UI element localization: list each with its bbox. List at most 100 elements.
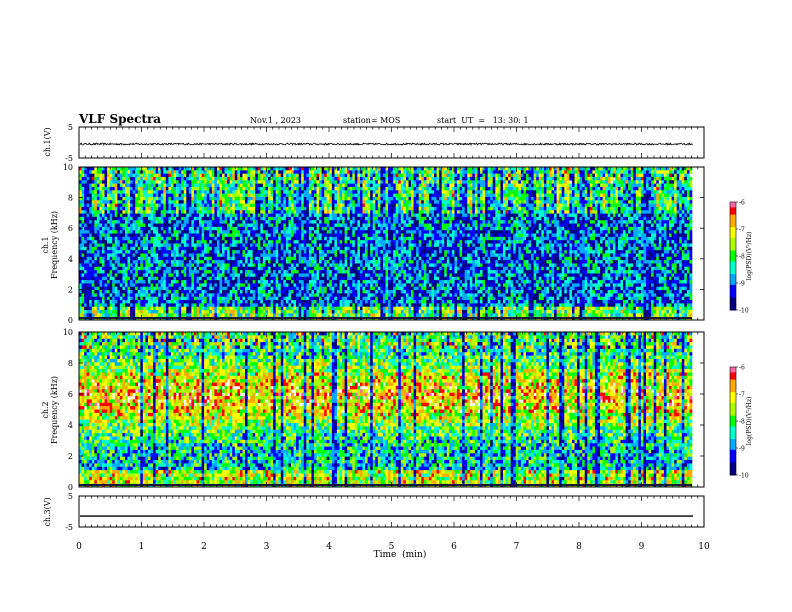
colorbar-swatch (730, 462, 736, 465)
colorbar-swatch (730, 268, 736, 271)
y-tick-label: 2 (68, 285, 73, 294)
ch2-spectrogram-panel: 0 2 4 6 8 10 (63, 328, 705, 492)
y-tick-label: 8 (68, 194, 73, 203)
colorbar-swatch (730, 446, 736, 449)
colorbar-swatch (730, 227, 736, 230)
colorbar-swatch (730, 395, 736, 399)
ch2-colorbar: -6 -7 -8 -9 -10 (729, 365, 749, 480)
colorbar-swatch (730, 265, 736, 268)
ch2-spectrogram-ylabel-freq: Frequency (kHz) (50, 376, 59, 444)
colorbar-swatch (730, 388, 736, 391)
colorbar-swatch (730, 207, 736, 210)
colorbar-tick-label: -7 (739, 392, 745, 399)
colorbar-swatch (730, 419, 736, 422)
header-station: station= MOS (343, 116, 400, 125)
ch1-ylabel: ch.1(V) (43, 127, 52, 156)
colorbar-swatch (730, 220, 736, 223)
colorbar-swatch (730, 211, 736, 214)
y-tick-label: 0 (68, 483, 73, 492)
colorbar-swatch (730, 247, 736, 250)
colorbar-swatch (730, 422, 736, 426)
colorbar-swatch (730, 254, 736, 257)
y-tick-label: -5 (65, 154, 73, 163)
colorbar-swatch (730, 404, 736, 408)
colorbar-swatch (730, 431, 736, 435)
x-tick-label: 1 (139, 542, 145, 552)
colorbar-swatch (730, 467, 736, 471)
ch1-waveform-panel: 5 -5 (65, 123, 705, 163)
colorbar-swatch (730, 275, 736, 279)
y-tick-label: 2 (68, 452, 73, 461)
colorbar-swatch (730, 457, 736, 460)
colorbar-swatch (730, 223, 736, 226)
colorbar-swatch (730, 277, 736, 280)
colorbar-swatch (730, 394, 736, 397)
colorbar-swatch (730, 306, 736, 309)
ch1-spectrogram-ylabel-freq: Frequency (kHz) (50, 211, 59, 279)
colorbar-swatch (730, 413, 736, 417)
colorbar-swatch (730, 241, 736, 244)
colorbar-swatch (730, 221, 736, 225)
colorbar-swatch (730, 256, 736, 259)
colorbar-swatch (730, 284, 736, 288)
colorbar-swatch (730, 367, 736, 370)
colorbar-swatch (730, 250, 736, 253)
colorbar-swatch (730, 286, 736, 289)
colorbar-swatch (730, 430, 736, 433)
colorbar-swatch (730, 390, 736, 393)
ch2-spectrogram-ylabel-channel: ch.2 (41, 401, 50, 418)
colorbar-swatch (730, 449, 736, 453)
spectrogram-image (79, 167, 693, 321)
colorbar-swatch (730, 435, 736, 438)
x-tick-label: 6 (451, 542, 457, 552)
colorbar-swatch (730, 299, 736, 302)
x-tick-label: 10 (698, 542, 710, 552)
ch2-colorbar-label: log(PSD)(V²/Hz) (746, 397, 753, 446)
colorbar-swatch (730, 377, 736, 381)
colorbar-swatch (730, 209, 736, 212)
colorbar-swatch (730, 212, 736, 216)
colorbar-swatch (730, 451, 736, 454)
colorbar-swatch (730, 261, 736, 264)
colorbar-swatch (730, 412, 736, 415)
colorbar-tick-label: -6 (739, 365, 745, 372)
ch3-ylabel: ch.3(V) (43, 497, 52, 526)
colorbar-swatch (730, 437, 736, 440)
colorbar-swatch (730, 408, 736, 411)
y-tick-label: 6 (68, 224, 73, 233)
colorbar-swatch (730, 376, 736, 379)
x-tick-label: 4 (326, 542, 332, 552)
colorbar-swatch (730, 234, 736, 237)
colorbar-swatch (730, 440, 736, 444)
colorbar-swatch (730, 292, 736, 295)
colorbar-swatch (730, 403, 736, 406)
colorbar-swatch (730, 274, 736, 277)
colorbar-swatch (730, 225, 736, 228)
figure-title: VLF Spectra (78, 112, 161, 126)
colorbar-swatch (730, 239, 736, 243)
colorbar-swatch (730, 397, 736, 400)
colorbar-swatch (730, 205, 736, 208)
colorbar-swatch (730, 252, 736, 255)
y-tick-label: -5 (65, 523, 73, 532)
colorbar-swatch (730, 214, 736, 217)
colorbar-swatch (730, 245, 736, 248)
y-tick-label: 4 (68, 255, 73, 264)
colorbar-tick-label: -7 (739, 227, 745, 234)
colorbar-swatch (730, 290, 736, 293)
colorbar-swatch (730, 471, 736, 474)
colorbar-swatch (730, 248, 736, 252)
colorbar-swatch (730, 406, 736, 409)
colorbar-swatch (730, 368, 736, 372)
colorbar-swatch (730, 410, 736, 413)
y-tick-label: 6 (68, 390, 73, 399)
colorbar-swatch (730, 466, 736, 469)
colorbar-swatch (730, 433, 736, 436)
colorbar-swatch (730, 232, 736, 235)
ch1-spectrogram-panel: 0 2 4 6 8 10 (63, 163, 705, 325)
colorbar-swatch (730, 230, 736, 234)
colorbar-swatch (730, 448, 736, 451)
colorbar-swatch (730, 442, 736, 445)
time-axis: 0 1 2 3 4 5 6 7 8 9 10 (76, 542, 710, 552)
